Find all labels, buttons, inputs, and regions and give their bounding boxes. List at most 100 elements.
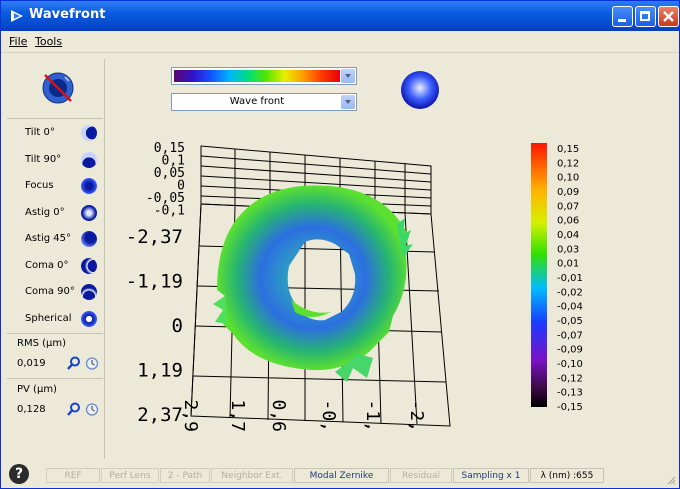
- close-icon: [663, 11, 674, 22]
- zernike-label: Coma 0°: [25, 259, 69, 271]
- coma-90-icon[interactable]: [81, 284, 97, 300]
- color-scale-label: 0,04: [557, 230, 579, 241]
- color-scale-label: 0,07: [557, 201, 579, 212]
- tilt-0-icon[interactable]: [81, 125, 97, 141]
- chevron-down-icon[interactable]: [341, 69, 355, 83]
- rms-label: RMS (µm): [17, 338, 67, 349]
- zernike-label: Focus: [25, 180, 54, 191]
- x-tick-label: 1,7: [227, 399, 248, 432]
- coma-0-icon[interactable]: [81, 257, 97, 274]
- zernike-label: Tilt 90°: [25, 153, 62, 165]
- y-tick-label: 0: [172, 315, 183, 337]
- minimize-button[interactable]: [612, 6, 633, 27]
- zernike-label: Coma 90°: [25, 286, 75, 297]
- color-scale-bar: [531, 143, 547, 407]
- modal-zernike-button[interactable]: Modal Zernike: [294, 468, 389, 483]
- color-scale-label: 0,12: [557, 158, 579, 169]
- z-tick-label: 0: [177, 179, 185, 194]
- color-scale-label: 0,06: [557, 216, 579, 227]
- color-scale-label: 0,15: [557, 144, 579, 155]
- color-scale-label: -0,12: [557, 373, 583, 384]
- z-tick-label: 0,1: [162, 154, 185, 169]
- menu-tools[interactable]: Tools: [35, 35, 63, 48]
- x-tick-label: -2,: [406, 399, 427, 432]
- color-scale-label: 0,03: [557, 244, 579, 255]
- wavefront-preview-icon[interactable]: [399, 69, 441, 111]
- colormap-swatch: [174, 70, 340, 82]
- zernike-label: Astig 45°: [25, 233, 72, 244]
- z-axis-ticks: 0,150,10,050-0,05-0,1: [146, 141, 185, 219]
- color-scale-label: -0,10: [557, 359, 583, 370]
- pv-magnifier-icon[interactable]: [67, 402, 81, 416]
- focus-icon[interactable]: [81, 178, 97, 194]
- resize-grip-icon[interactable]: [666, 475, 676, 485]
- display-mode-select[interactable]: Wave front: [171, 93, 357, 111]
- menu-file[interactable]: File: [9, 35, 28, 48]
- zernike-label: Tilt 0°: [25, 127, 55, 138]
- y-axis-ticks: -2,37 -1,19 0 1,19 2,37: [126, 226, 183, 426]
- x-axis-ticks: 2,9 1,7 0,6 -0, -1, -2,: [180, 399, 427, 432]
- app-icon: [11, 10, 23, 22]
- colormap-select[interactable]: [171, 67, 357, 85]
- tilt-90-icon[interactable]: [81, 151, 97, 168]
- wavefront-surface: [213, 185, 413, 382]
- rms-value: 0,019: [17, 358, 46, 369]
- color-scale-label: -0,07: [557, 330, 583, 341]
- z-tick-label: -0,05: [146, 191, 185, 206]
- color-scale-labels: 0,15 0,12 0,10 0,09 0,07 0,06 0,04 0,03 0,01 -0,0…: [557, 144, 583, 413]
- color-scale-label: -0,01: [557, 273, 583, 284]
- color-scale-label: -0,05: [557, 316, 583, 327]
- astig-45-icon[interactable]: [81, 231, 97, 247]
- rms-magnifier-icon[interactable]: [67, 356, 81, 370]
- panel-divider: [104, 59, 105, 459]
- window-title: Wavefront: [29, 7, 106, 22]
- wavelength-readout: λ (nm) :655: [530, 468, 604, 483]
- x-tick-label: -0,: [318, 399, 339, 432]
- y-tick-label: -2,37: [126, 226, 183, 248]
- maximize-button[interactable]: [635, 6, 656, 27]
- color-scale-label: 0,10: [557, 173, 579, 184]
- color-scale-label: -0,13: [557, 388, 583, 399]
- plot-grid: [190, 145, 451, 427]
- two-path-button[interactable]: 2 - Path: [160, 468, 210, 483]
- zernike-label: Astig 0°: [25, 206, 65, 218]
- color-scale-label: 0,09: [557, 187, 579, 198]
- chevron-down-icon[interactable]: [341, 95, 355, 109]
- spherical-icon[interactable]: [81, 310, 97, 327]
- color-scale-label: -0,04: [557, 302, 583, 313]
- color-scale-label: -0,02: [557, 287, 583, 298]
- title-bar[interactable]: Wavefront: [1, 1, 679, 31]
- x-tick-label: -1,: [362, 399, 383, 432]
- y-tick-label: -1,19: [126, 271, 183, 293]
- pv-value: 0,128: [17, 404, 46, 415]
- color-scale-label: 0,01: [557, 259, 579, 270]
- residual-button[interactable]: Residual: [390, 468, 452, 483]
- pv-timer-icon[interactable]: [85, 402, 99, 416]
- z-tick-label: 0,15: [154, 141, 185, 156]
- neighbor-ext-button[interactable]: Neighbor Ext.: [211, 468, 293, 483]
- status-bar: ? REF Perf Lens 2 - Path Neighbor Ext. M…: [1, 461, 679, 488]
- z-tick-label: -0,1: [154, 204, 185, 219]
- color-scale-label: -0,15: [557, 402, 583, 413]
- astig-0-icon[interactable]: [81, 204, 97, 221]
- close-button[interactable]: [658, 6, 679, 27]
- help-icon[interactable]: ?: [9, 464, 29, 484]
- menu-bar: File Tools: [1, 32, 679, 53]
- sampling-button[interactable]: Sampling x 1: [453, 468, 529, 483]
- display-mode-value: Wave front: [229, 96, 285, 107]
- y-tick-label: 1,19: [137, 360, 183, 382]
- zernike-label: Spherical: [25, 312, 72, 324]
- pv-label: PV (µm): [17, 384, 57, 395]
- z-tick-label: 0,05: [154, 166, 185, 181]
- ref-button[interactable]: REF: [46, 468, 100, 483]
- rms-timer-icon[interactable]: [85, 356, 99, 370]
- panel-separator: [7, 118, 103, 119]
- panel-separator: [7, 378, 103, 379]
- reset-zernike-icon[interactable]: [41, 71, 75, 105]
- x-tick-label: 0,6: [268, 399, 289, 432]
- color-scale-label: -0,09: [557, 345, 583, 356]
- color-scale-legend: 0,15 0,12 0,10 0,09 0,07 0,06 0,04 0,03 0,01 -0,0…: [531, 143, 583, 413]
- perf-lens-button[interactable]: Perf Lens: [101, 468, 159, 483]
- x-tick-label: 2,9: [180, 399, 201, 432]
